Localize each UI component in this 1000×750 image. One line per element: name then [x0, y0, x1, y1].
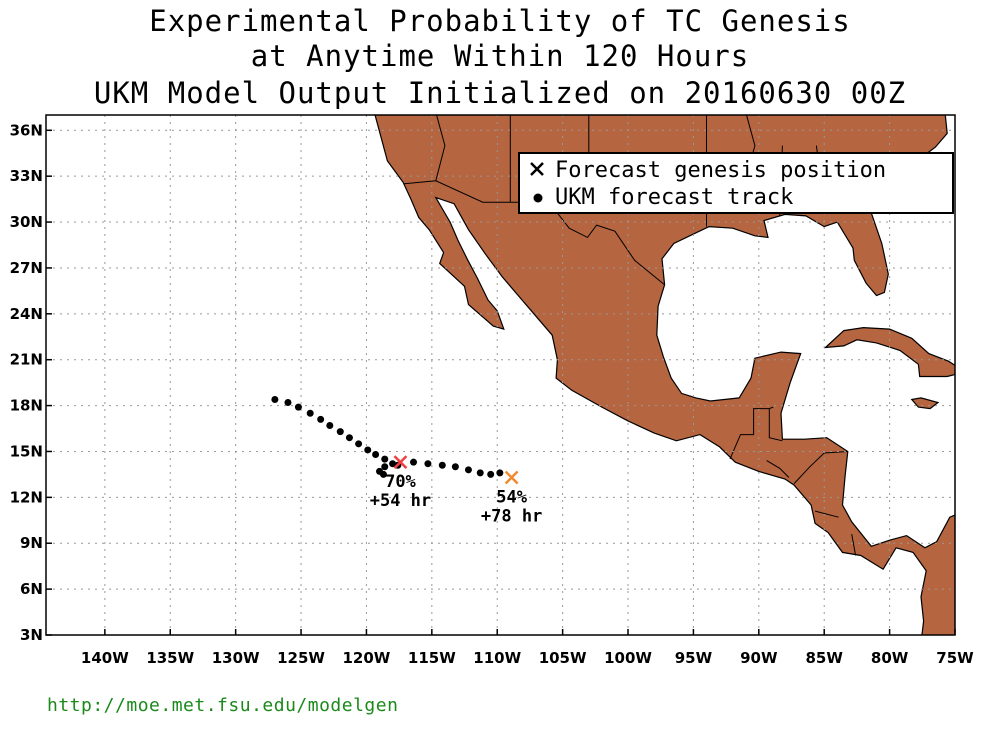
tick-label-lat: 21N — [10, 351, 43, 369]
legend-genesis-label: Forecast genesis position — [555, 158, 886, 183]
track-point — [476, 469, 484, 477]
tick-label-lon: 105W — [539, 649, 587, 667]
tick-label-lat: 15N — [10, 442, 43, 460]
track-point — [381, 463, 389, 471]
track-point — [424, 460, 432, 468]
tick-label-lon: 140W — [81, 649, 129, 667]
title-line-2: at Anytime Within 120 Hours — [250, 39, 750, 73]
genesis-x-marker — [393, 455, 408, 470]
source-url[interactable]: http://moe.met.fsu.edu/modelgen — [47, 695, 399, 716]
track-point — [372, 451, 380, 459]
cuba-island — [823, 326, 955, 378]
genesis-x-stroke — [504, 470, 519, 485]
border-line — [729, 406, 774, 460]
genesis-lead-label: +54 hr — [370, 491, 431, 511]
tick-label-lon: 115W — [408, 649, 456, 667]
tick-label-lon: 130W — [212, 649, 260, 667]
genesis-x-stroke — [393, 455, 408, 470]
tick-label-lon: 95W — [675, 649, 713, 667]
track-point — [410, 458, 418, 466]
track-point — [496, 469, 504, 477]
tick-label-lon: 85W — [805, 649, 843, 667]
tick-label-lon: 80W — [871, 649, 909, 667]
tick-label-lon: 135W — [146, 649, 194, 667]
tick-label-lat: 30N — [10, 213, 43, 231]
track-point — [345, 434, 353, 442]
track-point — [294, 403, 302, 411]
axis-ticks: 140W 135W 130W 125W 120W 115W 110W 105W 100W 95W 9… — [10, 121, 975, 667]
track-point — [326, 421, 334, 429]
tick-label-lon: 120W — [343, 649, 391, 667]
border-line — [404, 180, 665, 286]
x-marker-icon — [530, 162, 544, 176]
tick-label-lat: 24N — [10, 305, 43, 323]
tick-label-lat: 3N — [20, 626, 43, 644]
tick-label-lon: 110W — [473, 649, 521, 667]
genesis-probability-label: 54% — [496, 487, 527, 507]
genesis-lead-label: +78 hr — [481, 506, 542, 526]
track-point — [381, 455, 389, 463]
land-layer — [374, 115, 955, 635]
legend-box — [518, 152, 954, 214]
forecast-tracks — [271, 395, 504, 478]
border-line — [793, 451, 848, 484]
legend: Forecast genesis position UKM forecast t… — [518, 152, 954, 214]
tick-label-lon: 100W — [604, 649, 652, 667]
genesis-markers: 70%+54 hr 54%+78 hr — [370, 455, 542, 526]
title-line-3: UKM Model Output Initialized on 20160630… — [93, 76, 907, 110]
border-line — [814, 510, 839, 518]
border-line — [766, 460, 790, 478]
dot-marker-icon — [533, 193, 543, 203]
tick-label-lat: 6N — [20, 580, 43, 598]
tick-label-lon: 90W — [740, 649, 778, 667]
tick-label-lon: 125W — [277, 649, 325, 667]
track-point — [271, 395, 279, 403]
tick-label-lat: 9N — [20, 534, 43, 552]
track-point — [317, 415, 325, 423]
tick-label-lat: 36N — [10, 121, 43, 139]
track-point — [464, 466, 472, 474]
genesis-probability-label: 70% — [385, 472, 416, 492]
track-point — [364, 446, 372, 454]
tick-label-lon: 75W — [936, 649, 974, 667]
legend-track-label: UKM forecast track — [555, 185, 793, 210]
track-point — [284, 399, 292, 407]
tick-label-lat: 27N — [10, 259, 43, 277]
tick-label-lat: 12N — [10, 488, 43, 506]
track-point — [487, 470, 495, 478]
track-point — [438, 461, 446, 469]
mainland-north-central-america — [374, 115, 955, 635]
track-point — [379, 470, 387, 478]
jamaica-island — [910, 397, 940, 410]
title-line-1: Experimental Probability of TC Genesis — [149, 4, 851, 38]
track-point — [306, 409, 314, 417]
genesis-x-marker — [504, 470, 519, 485]
track-point — [451, 463, 459, 471]
border-line — [768, 408, 783, 442]
tick-label-lat: 33N — [10, 167, 43, 185]
track-point — [355, 440, 363, 448]
track-point — [336, 428, 344, 436]
border-line — [435, 115, 446, 181]
plot-frame — [45, 114, 956, 636]
border-line — [851, 534, 857, 556]
tick-label-lat: 18N — [10, 397, 43, 415]
